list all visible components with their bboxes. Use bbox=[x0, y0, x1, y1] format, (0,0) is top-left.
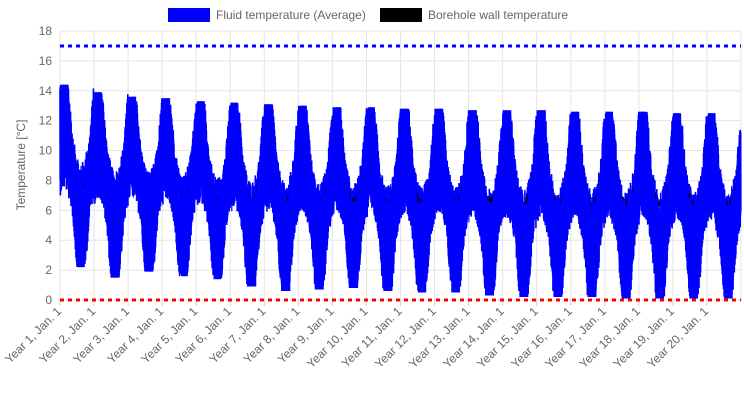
y-tick-label: 12 bbox=[39, 114, 53, 128]
y-tick-label: 16 bbox=[39, 54, 53, 68]
x-tick-label: Year 20, Jan. 1 bbox=[644, 304, 711, 371]
series-layer bbox=[59, 44, 742, 302]
legend-label-borehole-wall-temperature[interactable]: Borehole wall temperature bbox=[428, 8, 568, 22]
y-tick-label: 0 bbox=[45, 293, 52, 307]
y-tick-label: 4 bbox=[45, 233, 52, 247]
legend-label-fluid-temperature[interactable]: Fluid temperature (Average) bbox=[216, 8, 366, 22]
y-axis-ticks: 0 2 4 6 8 10 12 14 16 18 bbox=[39, 24, 53, 307]
y-tick-label: 18 bbox=[39, 24, 53, 38]
y-tick-label: 2 bbox=[45, 263, 52, 277]
y-tick-label: 10 bbox=[39, 144, 53, 158]
legend-swatch-borehole-wall-temperature[interactable] bbox=[380, 8, 422, 22]
legend: Fluid temperature (Average) Borehole wal… bbox=[168, 8, 568, 22]
legend-swatch-fluid-temperature[interactable] bbox=[168, 8, 210, 22]
y-tick-label: 14 bbox=[39, 84, 53, 98]
y-tick-label: 6 bbox=[45, 203, 52, 217]
y-axis-title: Temperature [°C] bbox=[14, 120, 28, 211]
fluid-temperature-overlay bbox=[59, 84, 742, 299]
y-tick-label: 8 bbox=[45, 173, 52, 187]
